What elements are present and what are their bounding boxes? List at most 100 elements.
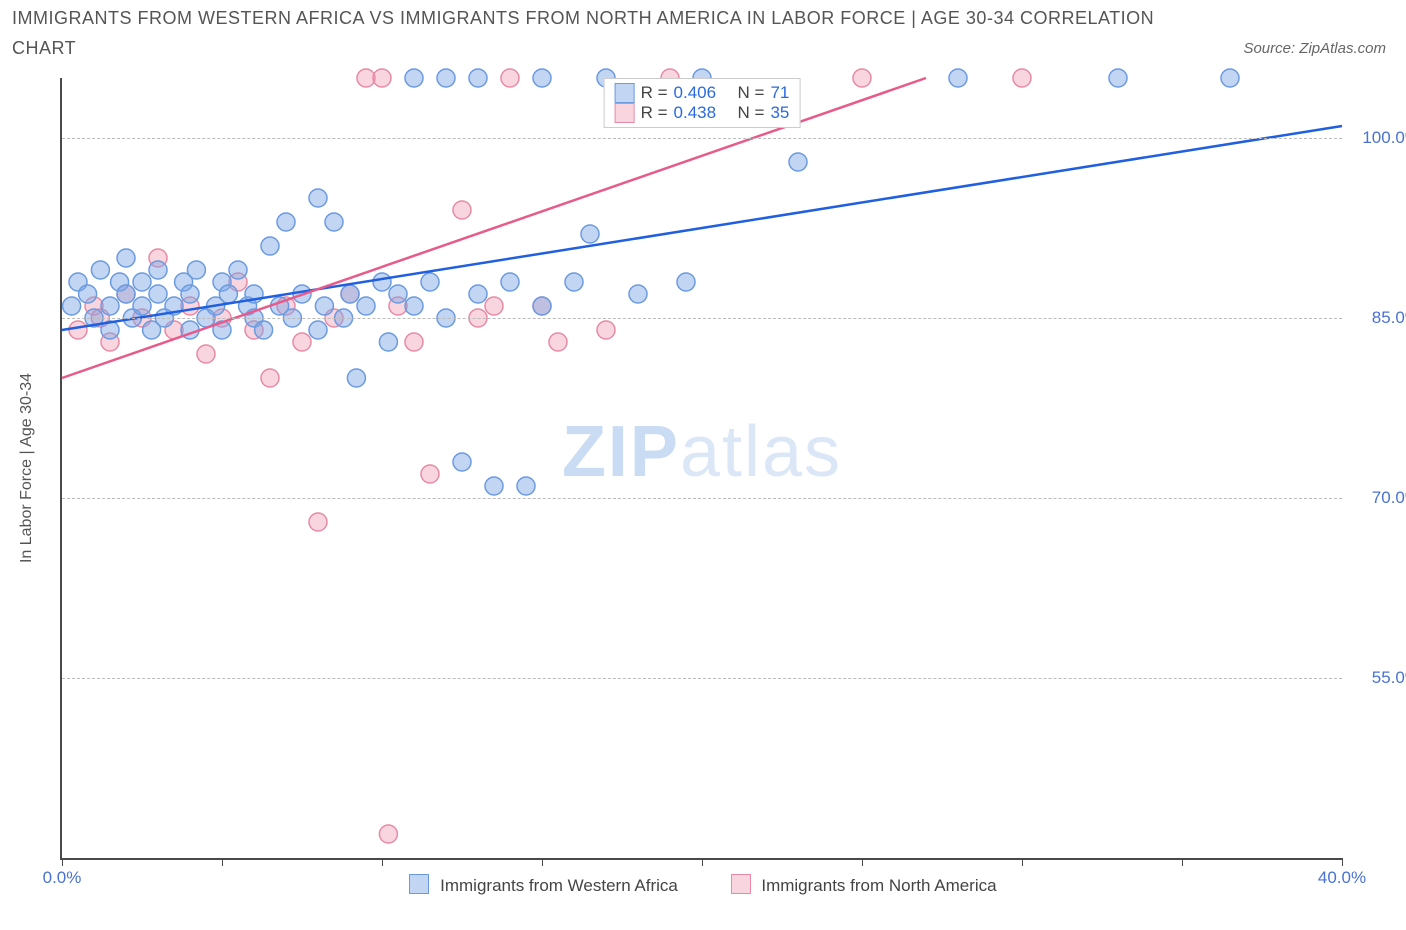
legend-label-b: Immigrants from North America xyxy=(761,876,996,895)
scatter-point xyxy=(853,69,871,87)
source-label: Source: ZipAtlas.com xyxy=(1243,40,1386,57)
scatter-point xyxy=(133,297,151,315)
scatter-point xyxy=(309,189,327,207)
stats-r-value-b: 0.438 xyxy=(674,103,717,123)
scatter-point xyxy=(219,285,237,303)
scatter-point xyxy=(421,273,439,291)
stats-n-value-b: 35 xyxy=(770,103,789,123)
gridline xyxy=(62,318,1342,319)
scatter-point xyxy=(469,69,487,87)
scatter-point xyxy=(677,273,695,291)
y-axis-label: In Labor Force | Age 30-34 xyxy=(18,373,36,563)
scatter-point xyxy=(405,333,423,351)
chart-subtitle: CHART xyxy=(12,38,76,59)
scatter-point xyxy=(379,333,397,351)
scatter-point xyxy=(117,285,135,303)
x-tick xyxy=(1022,858,1023,866)
stats-box: R = 0.406 N = 71 R = 0.438 N = 35 xyxy=(604,78,801,128)
stats-n-label: N = xyxy=(738,103,765,123)
scatter-point xyxy=(133,273,151,291)
scatter-point xyxy=(101,297,119,315)
y-tick-label: 100.0% xyxy=(1350,128,1406,148)
scatter-point xyxy=(389,285,407,303)
scatter-point xyxy=(341,285,359,303)
stats-row-a: R = 0.406 N = 71 xyxy=(615,83,790,103)
scatter-point xyxy=(789,153,807,171)
swatch-series-a-icon xyxy=(615,83,635,103)
scatter-point xyxy=(1221,69,1239,87)
scatter-point xyxy=(1013,69,1031,87)
scatter-point xyxy=(373,273,391,291)
stats-r-value-a: 0.406 xyxy=(674,83,717,103)
scatter-point xyxy=(309,321,327,339)
scatter-point xyxy=(437,69,455,87)
scatter-point xyxy=(581,225,599,243)
chart-title: IMMIGRANTS FROM WESTERN AFRICA VS IMMIGR… xyxy=(12,8,1154,29)
scatter-point xyxy=(469,285,487,303)
scatter-point xyxy=(405,297,423,315)
x-tick xyxy=(542,858,543,866)
x-tick xyxy=(222,858,223,866)
scatter-point xyxy=(149,285,167,303)
x-tick xyxy=(1182,858,1183,866)
stats-r-label: R = xyxy=(641,83,668,103)
scatter-point xyxy=(485,297,503,315)
scatter-point xyxy=(533,297,551,315)
swatch-series-b-icon xyxy=(731,874,751,894)
gridline xyxy=(62,498,1342,499)
legend-item-a: Immigrants from Western Africa xyxy=(409,876,682,895)
scatter-point xyxy=(255,321,273,339)
x-tick xyxy=(702,858,703,866)
scatter-point xyxy=(1109,69,1127,87)
scatter-point xyxy=(501,69,519,87)
scatter-point xyxy=(629,285,647,303)
scatter-point xyxy=(373,69,391,87)
legend: Immigrants from Western Africa Immigrant… xyxy=(0,874,1406,896)
scatter-point xyxy=(181,285,199,303)
stats-row-b: R = 0.438 N = 35 xyxy=(615,103,790,123)
scatter-point xyxy=(117,249,135,267)
scatter-point xyxy=(91,261,109,279)
chart-svg xyxy=(62,78,1342,858)
scatter-point xyxy=(69,321,87,339)
scatter-point xyxy=(309,513,327,531)
scatter-point xyxy=(187,261,205,279)
scatter-point xyxy=(379,825,397,843)
scatter-point xyxy=(347,369,365,387)
x-tick xyxy=(62,858,63,866)
scatter-point xyxy=(315,297,333,315)
scatter-point xyxy=(293,333,311,351)
scatter-point xyxy=(565,273,583,291)
y-tick-label: 55.0% xyxy=(1350,668,1406,688)
scatter-point xyxy=(597,321,615,339)
stats-r-label: R = xyxy=(641,103,668,123)
scatter-point xyxy=(485,477,503,495)
scatter-point xyxy=(549,333,567,351)
legend-item-b: Immigrants from North America xyxy=(731,876,997,895)
scatter-point xyxy=(277,213,295,231)
scatter-point xyxy=(79,285,97,303)
scatter-point xyxy=(949,69,967,87)
y-tick-label: 70.0% xyxy=(1350,488,1406,508)
x-tick xyxy=(1342,858,1343,866)
scatter-point xyxy=(453,453,471,471)
x-tick xyxy=(382,858,383,866)
swatch-series-b-icon xyxy=(615,103,635,123)
gridline xyxy=(62,138,1342,139)
scatter-point xyxy=(533,69,551,87)
scatter-point xyxy=(197,345,215,363)
scatter-point xyxy=(149,261,167,279)
swatch-series-a-icon xyxy=(409,874,429,894)
x-tick xyxy=(862,858,863,866)
scatter-point xyxy=(453,201,471,219)
scatter-point xyxy=(261,237,279,255)
scatter-point xyxy=(261,369,279,387)
legend-label-a: Immigrants from Western Africa xyxy=(440,876,678,895)
scatter-point xyxy=(357,297,375,315)
chart-container: In Labor Force | Age 30-34 ZIPatlas R = … xyxy=(0,68,1406,898)
scatter-point xyxy=(325,213,343,231)
stats-n-value-a: 71 xyxy=(770,83,789,103)
scatter-point xyxy=(63,297,81,315)
scatter-point xyxy=(405,69,423,87)
stats-n-label: N = xyxy=(738,83,765,103)
